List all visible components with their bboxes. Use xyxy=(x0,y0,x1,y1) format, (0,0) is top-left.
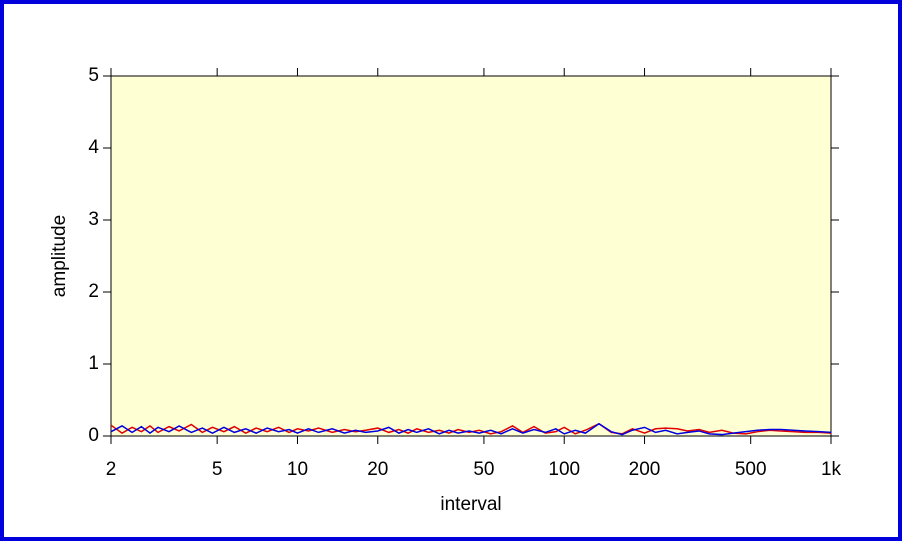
y-axis-label: amplitude xyxy=(49,215,70,297)
y-tick-label: 1 xyxy=(88,353,99,374)
x-tick-label: 500 xyxy=(735,459,767,480)
x-tick-label: 5 xyxy=(212,459,223,480)
plot-area xyxy=(110,75,832,437)
x-axis-label: interval xyxy=(440,494,501,515)
y-tick-label: 5 xyxy=(88,65,99,86)
line-series xyxy=(110,422,832,436)
line-series xyxy=(110,422,832,435)
x-tick-label: 10 xyxy=(287,459,308,480)
y-tick-label: 3 xyxy=(88,209,99,230)
x-tick-label: 200 xyxy=(629,459,661,480)
y-tick-label: 0 xyxy=(88,425,99,446)
y-tick-label: 4 xyxy=(88,137,99,158)
x-tick-label: 2 xyxy=(106,459,117,480)
y-tick-label: 2 xyxy=(88,281,99,302)
x-tick-label: 100 xyxy=(548,459,580,480)
x-tick-label: 20 xyxy=(367,459,388,480)
x-tick-label: 1k xyxy=(821,459,842,480)
x-tick-label: 50 xyxy=(473,459,494,480)
